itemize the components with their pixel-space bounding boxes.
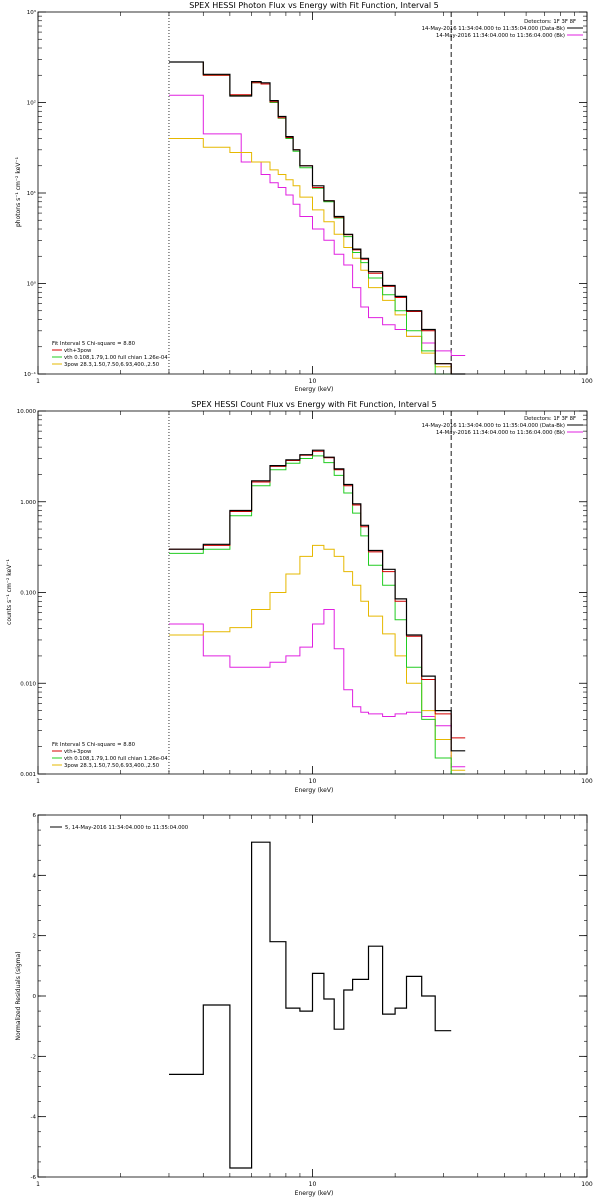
count-y-tick-label: 1.000 [20,500,36,506]
count-axes-frame [37,410,588,775]
count-legend-vth-label: vth 0.108,1.79,1.00 full chian 1.26e-04 [64,756,168,762]
residual-y-tick-label: 2 [33,934,37,940]
residual-x-tick-label: 10 [309,1181,317,1188]
count-x-tick-label: 1 [36,778,40,785]
photon-plot-area: 1 10 100 10⁻¹ 10⁰ 10¹ 10² 10³ [24,9,593,385]
photon-series-data-bk [169,61,466,375]
residual-y-axis-label: Normalized Residuals (sigma) [15,951,22,1040]
count-legend-data-entry: 14-May-2016 11:34:04.000 to 11:35:04.000… [422,423,565,429]
residual-x-tick-label: 100 [581,1181,593,1188]
residual-plot-area: 1 10 100 -6 -4 -2 0 2 4 6 [31,813,593,1188]
residual-y-tick-label: -6 [31,1175,37,1181]
count-legend-model-label: vth+3pow [64,749,92,755]
count-legend-3pow-label: 3pow 28.3,1.50,7.50,6.93,400.,2.50 [64,763,160,769]
count-series-bk [169,609,466,768]
photon-series-vth [169,61,466,375]
residual-legend-label: 5, 14-May-2016 11:34:04.000 to 11:35:04.… [65,825,189,831]
photon-legend-model-label: vth+3pow [64,348,92,354]
count-series-vth [169,455,466,775]
residual-series-residuals [169,841,452,1169]
photon-legend-data-entry: 14-May-2016 11:34:04.000 to 11:35:04.000… [422,26,565,32]
residual-y-tick-label: 6 [33,813,37,819]
residual-y-tick-label: 0 [33,994,37,1000]
count-x-tick-label: 100 [581,778,593,785]
photon-y-tick-label: 10² [27,100,36,107]
photon-series-vth-3pow [169,61,466,375]
photon-legend-3pow-label: 3pow 28.3,1.50,7.50,6.93,400.,2.50 [64,362,160,368]
photon-legend-detectors: Detectors: 1F 3F 8F [524,19,576,25]
panel-photon-flux: SPEX HESSI Photon Flux vs Energy with Fi… [15,1,593,393]
photon-legend-fit-interval: Fit Interval 5 Chi-square = 8.80 [52,341,136,347]
photon-x-axis-label: Energy (keV) [295,386,334,393]
count-series-3pow [169,544,466,771]
photon-legend-bk-entry: 14-May-2016 11:34:04.000 to 11:36:04.000… [436,33,565,39]
count-legend-top-right: Detectors: 1F 3F 8F 14-May-2016 11:34:04… [422,416,583,436]
count-plot-area: 1 10 100 0.001 0.010 0.100 1.000 10.000 [17,409,593,785]
photon-x-tick-label: 1 [36,378,40,385]
count-legend-detectors: Detectors: 1F 3F 8F [524,416,576,422]
count-y-axis-label: counts s⁻¹ cm⁻² keV⁻¹ [6,559,13,625]
photon-x-tick-label: 100 [581,378,593,385]
panel-residuals: Normalized Residuals (sigma) Energy (keV… [15,813,593,1197]
photon-y-tick-label: 10¹ [27,190,36,197]
count-x-tick-label: 10 [309,778,317,785]
count-chart-title: SPEX HESSI Count Flux vs Energy with Fit… [191,400,436,409]
count-series-data-bk [169,449,466,752]
count-legend-fit-interval: Fit Interval 5 Chi-square = 8.80 [52,742,136,748]
photon-series-3pow [169,138,466,375]
photon-series-bk [169,94,466,356]
photon-legend-top-right: Detectors: 1F 3F 8F 14-May-2016 11:34:04… [422,19,583,39]
residual-legend: 5, 14-May-2016 11:34:04.000 to 11:35:04.… [50,825,189,831]
photon-axes-frame [37,11,588,375]
photon-y-axis-label: photons s⁻¹ cm⁻² keV⁻¹ [15,156,22,227]
residual-axes-frame [37,814,588,1178]
residual-y-tick-label: -4 [31,1115,37,1121]
residual-y-tick-label: 4 [33,873,37,879]
photon-chart-title: SPEX HESSI Photon Flux vs Energy with Fi… [189,1,439,10]
count-y-tick-label: 0.100 [20,591,36,597]
residual-y-tick-label: -2 [31,1054,36,1060]
photon-legend-vth-label: vth 0.108,1.79,1.00 full chian 1.26e-04 [64,355,168,361]
count-legend-bottom-left: Fit Interval 5 Chi-square = 8.80 vth+3po… [52,742,168,769]
photon-x-tick-label: 10 [309,378,317,385]
count-legend-bk-entry: 14-May-2016 11:34:04.000 to 11:36:04.000… [436,430,565,436]
count-y-tick-label: 0.001 [20,772,36,778]
count-x-axis-label: Energy (keV) [295,787,334,794]
photon-y-tick-label: 10³ [27,9,36,16]
residual-x-axis-label: Energy (keV) [295,1190,334,1197]
count-y-tick-label: 10.000 [17,409,37,415]
panel-count-flux: SPEX HESSI Count Flux vs Energy with Fit… [6,400,593,794]
photon-legend-bottom-left: Fit Interval 5 Chi-square = 8.80 vth+3po… [52,341,168,368]
residual-x-tick-label: 1 [36,1181,40,1188]
count-series-vth-3pow [169,450,466,739]
photon-y-tick-label: 10⁰ [27,281,37,288]
count-y-tick-label: 0.010 [20,681,36,687]
photon-y-tick-label: 10⁻¹ [24,371,36,378]
